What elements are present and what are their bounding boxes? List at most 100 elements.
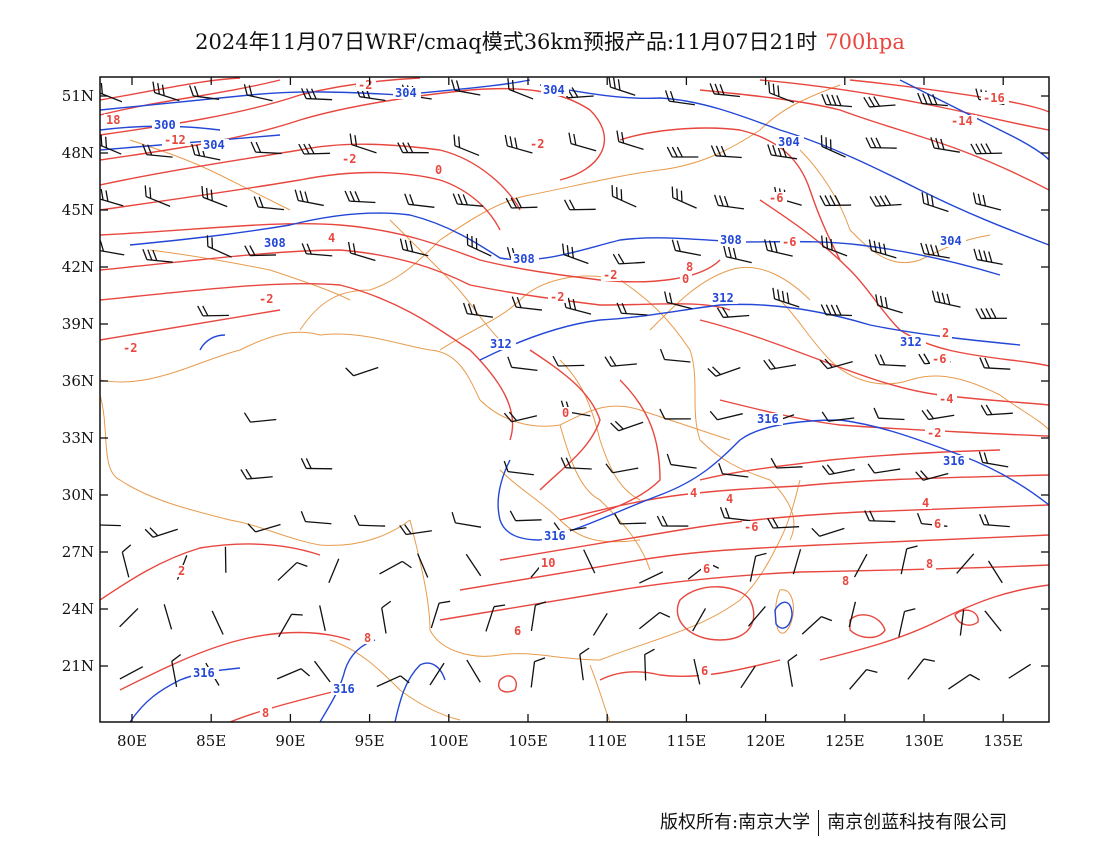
height-contour-label: 308 (513, 252, 535, 266)
wind-barb (605, 463, 639, 474)
title-level: 700hpa (825, 30, 905, 54)
lat-tick-label: 48N (62, 144, 94, 162)
wind-barb (505, 197, 538, 209)
temperature-contour (529, 349, 601, 491)
wind-barb (921, 192, 949, 213)
temperature-contour-label: 6 (703, 562, 710, 576)
wind-barb (770, 457, 803, 469)
wind-barb (719, 506, 751, 522)
border-line (409, 519, 601, 661)
wind-barb (466, 233, 492, 257)
wind-barb (171, 654, 182, 687)
copyright-left: 版权所有:南京大学 (660, 812, 811, 833)
height-contour (539, 84, 1049, 246)
wind-barb (973, 248, 1003, 266)
border-line (599, 479, 801, 661)
border-line (129, 139, 291, 211)
height-contour (899, 79, 1049, 161)
lat-tick-label: 33N (62, 429, 94, 447)
border-line (909, 375, 1049, 431)
temperature-contour-label: -6 (932, 352, 946, 366)
temperature-contour (439, 564, 1049, 621)
temperature-contour-label: -12 (164, 133, 186, 147)
temperature-contour (759, 79, 1049, 131)
temperature-contour (100, 282, 514, 441)
wind-barb (142, 143, 173, 158)
wind-barb (100, 134, 122, 155)
height-contour (199, 334, 226, 351)
temperature-contour-label: 6 (514, 624, 521, 638)
wind-barb (900, 545, 918, 575)
wind-barb (972, 192, 1002, 211)
wind-barb (616, 130, 644, 151)
contour-label-bg (257, 293, 277, 305)
lon-tick-label: 90E (275, 732, 305, 750)
wind-barb (397, 142, 429, 154)
height-contour (100, 79, 531, 111)
wind-barb (821, 235, 848, 257)
wind-barb (240, 468, 273, 480)
wind-barb (247, 523, 281, 533)
temperature-contour-label: 8 (926, 557, 933, 571)
temperature-contour (499, 504, 1049, 561)
border-line (100, 331, 481, 401)
wind-barb (509, 510, 542, 522)
wind-barb (898, 608, 916, 638)
wind-barb (552, 355, 585, 367)
wind-barb (659, 408, 691, 420)
lon-tick-label: 115E (667, 732, 707, 750)
temperature-contour-label: 6 (934, 517, 941, 531)
wind-barb (718, 463, 749, 478)
wind-barb (664, 90, 695, 106)
border-line (299, 239, 441, 331)
wind-barb (345, 366, 379, 377)
wind-barb (507, 78, 534, 100)
border-line (100, 394, 411, 546)
wind-barb (451, 511, 482, 528)
wind-barb (561, 243, 589, 265)
wind-barb (579, 647, 590, 681)
contour-label-bg (488, 338, 516, 350)
wind-barb (119, 666, 144, 680)
wind-barb (930, 137, 960, 153)
contour-label-bg (326, 232, 338, 244)
wind-barb (381, 600, 392, 634)
border-line (699, 439, 795, 541)
wind-barb (592, 613, 608, 636)
wind-barb (749, 552, 767, 582)
contour-label-bg (981, 92, 1009, 104)
temperature-contour-label: 8 (262, 706, 269, 720)
temperature-contour-label: 10 (541, 556, 555, 570)
wind-barb (152, 81, 180, 102)
wind-barb (530, 601, 547, 632)
contour-label-bg (104, 114, 124, 126)
wind-barb (869, 195, 902, 207)
wind-barb (399, 524, 432, 536)
wind-barb (560, 457, 592, 470)
lon-tick-label: 100E (429, 732, 469, 750)
contour-label-bg (742, 521, 762, 533)
longitude-axis: 80E 85E 90E 95E 100E 105E 110E 115E 120E 125E 130E… (117, 77, 1023, 750)
temperature-contour-label: 2 (942, 326, 949, 340)
temperature-contour (100, 249, 731, 311)
contour-labels: -2 18 -12 -2 -2 0 -2 -6 -14 -16 -6 4 -2 0 -2 8 -2 2 -6 -4 -2… (104, 78, 1009, 720)
wind-barb (485, 604, 506, 632)
wind-barb (907, 658, 935, 680)
wind-barb (530, 657, 546, 688)
contour-label-bg (684, 261, 696, 273)
wind-barb (980, 404, 1013, 416)
contour-label-bg (528, 138, 548, 150)
temperature-contour-label: 0 (682, 272, 689, 286)
lat-tick-label: 51N (62, 87, 94, 105)
wind-barb (250, 141, 282, 155)
wind-barb (792, 549, 802, 575)
wind-barb (462, 302, 494, 318)
wind-barb (610, 420, 644, 432)
wind-barb (970, 143, 1003, 155)
wind-barb (503, 411, 538, 423)
temperature-contour-label: 4 (328, 231, 335, 245)
wind-barbs (100, 77, 1032, 690)
wind-barb (611, 185, 637, 208)
wind-barb (163, 604, 173, 630)
contour-label-bg (949, 115, 977, 127)
